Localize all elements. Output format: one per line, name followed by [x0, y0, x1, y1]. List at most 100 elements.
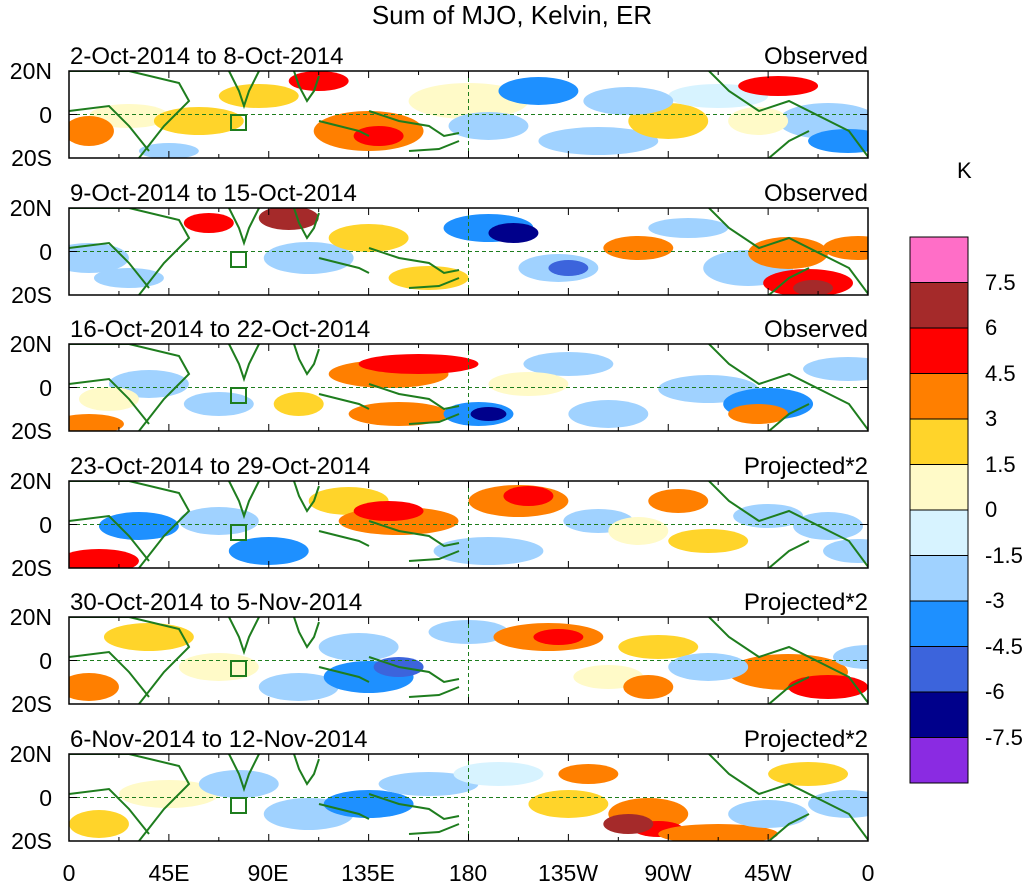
coastline: [708, 208, 868, 295]
anomaly-contour: [623, 675, 674, 699]
coastline: [768, 130, 810, 158]
lat-label-eq: 0: [39, 784, 52, 811]
coastline: [228, 344, 260, 383]
coastline: [228, 208, 260, 247]
map-panel: [68, 70, 869, 159]
coastline: [768, 267, 810, 295]
anomaly-contour: [738, 76, 819, 96]
anomaly-contour: [178, 507, 259, 535]
coastline: [318, 393, 370, 410]
anomaly-contour: [803, 357, 868, 381]
coastline: [69, 650, 150, 698]
lat-label-20n: 20N: [9, 195, 52, 221]
lat-label-20s: 20S: [11, 828, 52, 854]
lat-label-20s: 20S: [11, 145, 52, 171]
map-panel: [68, 480, 869, 569]
chart-title: Sum of MJO, Kelvin, ER: [371, 0, 653, 30]
colorbar-label: 0: [985, 497, 998, 522]
anomaly-contour: [263, 242, 354, 274]
coastline: [318, 257, 370, 274]
anomaly-contour: [823, 539, 868, 563]
coastline: [228, 71, 260, 110]
coastline: [708, 617, 868, 704]
coastline: [408, 550, 460, 562]
coastline: [318, 666, 370, 683]
colorbar-label: 6: [985, 315, 998, 340]
colorbar-label: -7.5: [985, 724, 1023, 750]
lat-label-eq: 0: [39, 374, 52, 401]
colorbar-label: -1.5: [985, 542, 1023, 568]
coastline: [408, 823, 460, 835]
anomaly-contour: [528, 790, 609, 818]
lat-label-20n: 20N: [9, 468, 52, 494]
anomaly-contour: [93, 268, 164, 288]
anomaly-contour: [668, 529, 749, 553]
anomaly-contour: [69, 414, 124, 431]
lon-label-90w: 90W: [644, 860, 692, 886]
colorbar-label: -6: [985, 679, 1005, 704]
coastline: [293, 481, 320, 513]
anomaly-contour: [118, 780, 219, 808]
colorbar-swatch: [909, 373, 969, 420]
coastline: [368, 793, 460, 821]
coastline: [69, 787, 150, 835]
anomaly-contour: [793, 512, 864, 540]
coastline: [69, 377, 150, 425]
coastline: [69, 71, 191, 158]
lat-label-eq: 0: [39, 238, 52, 265]
lon-label-90e: 90E: [247, 860, 289, 886]
panel-status: Projected*2: [743, 589, 868, 616]
index-box: [230, 387, 247, 404]
anomaly-contour: [793, 280, 834, 295]
anomaly-contour: [768, 762, 849, 786]
coastline: [768, 813, 810, 841]
panel-date-range: 23-Oct-2014 to 29-Oct-2014: [70, 453, 371, 480]
anomaly-contour: [498, 77, 579, 105]
colorbar-swatch: [909, 282, 969, 329]
anomaly-contour: [69, 243, 129, 273]
coastline: [929, 208, 937, 213]
coastline: [768, 540, 810, 568]
coastline: [708, 344, 868, 431]
anomaly-contour: [788, 675, 868, 699]
anomaly-contour: [648, 218, 729, 238]
anomaly-contour: [523, 352, 614, 376]
lat-label-20n: 20N: [9, 604, 52, 630]
coastline: [69, 241, 150, 289]
anomaly-contour: [183, 213, 234, 233]
anomaly-contour: [318, 633, 399, 661]
anomaly-contour: [668, 653, 749, 681]
colorbar-swatch: [909, 464, 969, 511]
coastline: [293, 71, 320, 103]
coastline: [318, 120, 370, 137]
coastline: [293, 208, 320, 240]
index-box: [230, 797, 247, 814]
anomaly-contour: [823, 236, 868, 260]
panel-status: Projected*2: [743, 726, 868, 753]
map-panel: [68, 616, 869, 705]
colorbar-label: -4.5: [985, 633, 1023, 659]
anomaly-contour: [353, 501, 424, 521]
map-panel: [68, 207, 937, 296]
lat-label-eq: 0: [39, 101, 52, 128]
anomaly-contour: [228, 537, 309, 565]
panel-status: Observed: [763, 180, 868, 207]
coastline: [708, 71, 868, 158]
coastline: [293, 754, 320, 786]
anomaly-contour: [538, 127, 659, 155]
coastline: [768, 676, 810, 704]
index-box: [230, 660, 247, 677]
lon-label-0-end: 0: [861, 860, 875, 886]
coastline: [69, 344, 191, 431]
colorbar-label: 4.5: [985, 360, 1016, 386]
anomaly-contour: [69, 549, 139, 568]
anomaly-contour: [583, 87, 674, 115]
coastline: [228, 754, 260, 793]
coastline: [708, 481, 868, 568]
coastline: [368, 110, 460, 138]
anomaly-contour: [833, 645, 868, 669]
index-box: [230, 524, 247, 541]
anomaly-contour: [733, 504, 804, 528]
anomaly-contour: [648, 489, 709, 513]
